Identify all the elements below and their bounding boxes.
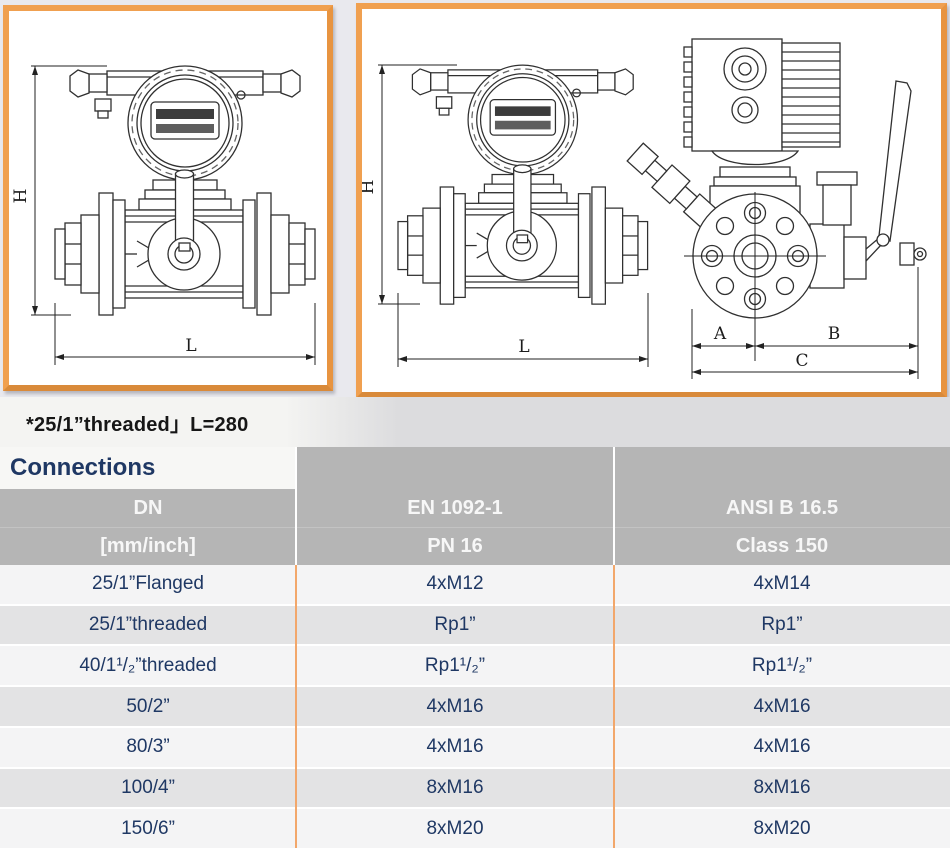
dimension-label-c: C xyxy=(795,351,808,371)
cell-ansi: Rp1” xyxy=(761,614,803,636)
cell-en: 8xM16 xyxy=(426,776,484,798)
cell-dn: 80/3” xyxy=(126,736,170,758)
preheader-col2 xyxy=(296,447,614,489)
table-body: 25/1”Flanged 4xM12 4xM14 25/1”threaded R… xyxy=(0,565,950,848)
dimension-label-l: L xyxy=(518,337,529,357)
cell-ansi: 8xM16 xyxy=(753,776,811,798)
cell-ansi: Rp1¹/₂” xyxy=(751,654,813,676)
cell-ansi: 4xM14 xyxy=(753,573,811,595)
dimension-label-b: B xyxy=(828,324,841,344)
header-column-divider xyxy=(295,447,297,565)
table-preheader-band: Connections xyxy=(0,447,950,489)
flow-meter-views-drawing: H L xyxy=(362,38,927,379)
cell-en: Rp1” xyxy=(434,614,476,636)
footnote-text: *25/1”threaded」L=280 xyxy=(26,413,249,436)
header-class150: Class 150 xyxy=(614,527,950,565)
cell-en: 8xM20 xyxy=(426,817,484,839)
section-title: Connections xyxy=(10,454,156,481)
table-header-row-1: DN EN 1092-1 ANSI B 16.5 xyxy=(0,489,950,527)
cell-ansi: 4xM16 xyxy=(753,736,811,758)
body-column-divider xyxy=(295,565,297,848)
table-row: 150/6” 8xM20 8xM20 xyxy=(0,807,950,848)
header-mm-inch: [mm/inch] xyxy=(0,527,296,565)
dimension-label-a: A xyxy=(713,324,727,344)
cell-ansi: 4xM16 xyxy=(753,695,811,717)
drawing-panel-front-and-side-views: H L xyxy=(356,3,947,398)
body-column-divider xyxy=(613,565,615,848)
cell-dn: 40/1¹/₂”threaded xyxy=(79,654,217,676)
table-row: 100/4” 8xM16 8xM16 xyxy=(0,766,950,808)
cell-en: 4xM16 xyxy=(426,736,484,758)
cell-dn: 100/4” xyxy=(121,776,175,798)
header-en: EN 1092-1 xyxy=(296,489,614,527)
header-dn: DN xyxy=(0,489,296,527)
dimension-label-l: L xyxy=(185,336,196,356)
dimension-label-h: H xyxy=(362,180,378,195)
table-row: 80/3” 4xM16 4xM16 xyxy=(0,725,950,767)
header-pn16: PN 16 xyxy=(296,527,614,565)
connections-section: *25/1”threaded」L=280 Connections DN EN 1… xyxy=(0,397,950,848)
header-column-divider xyxy=(613,447,615,565)
flow-meter-front-drawing: H L xyxy=(11,65,316,365)
table-row: 40/1¹/₂”threaded Rp1¹/₂” Rp1¹/₂” xyxy=(0,644,950,686)
preheader-col3 xyxy=(614,447,950,489)
cell-en: 4xM16 xyxy=(426,695,484,717)
cell-dn: 25/1”Flanged xyxy=(92,573,204,595)
table-header-row-2: [mm/inch] PN 16 Class 150 xyxy=(0,527,950,565)
cell-ansi: 8xM20 xyxy=(753,817,811,839)
drawing-panel-front-view: H L xyxy=(3,5,333,391)
cell-dn: 25/1”threaded xyxy=(88,614,208,636)
table-row: 50/2” 4xM16 4xM16 xyxy=(0,685,950,726)
header-ansi: ANSI B 16.5 xyxy=(614,489,950,527)
cell-en: 4xM12 xyxy=(426,573,484,595)
cell-en: Rp1¹/₂” xyxy=(424,654,486,676)
dimension-label-h: H xyxy=(11,189,31,204)
cell-dn: 50/2” xyxy=(126,695,170,717)
cell-dn: 150/6” xyxy=(121,817,175,839)
note-band: *25/1”threaded」L=280 xyxy=(0,397,950,447)
table-row: 25/1”threaded Rp1” Rp1” xyxy=(0,603,950,645)
section-title-cell: Connections xyxy=(0,447,296,489)
side-view-drawing xyxy=(626,38,927,361)
table-row: 25/1”Flanged 4xM12 4xM14 xyxy=(0,565,950,604)
